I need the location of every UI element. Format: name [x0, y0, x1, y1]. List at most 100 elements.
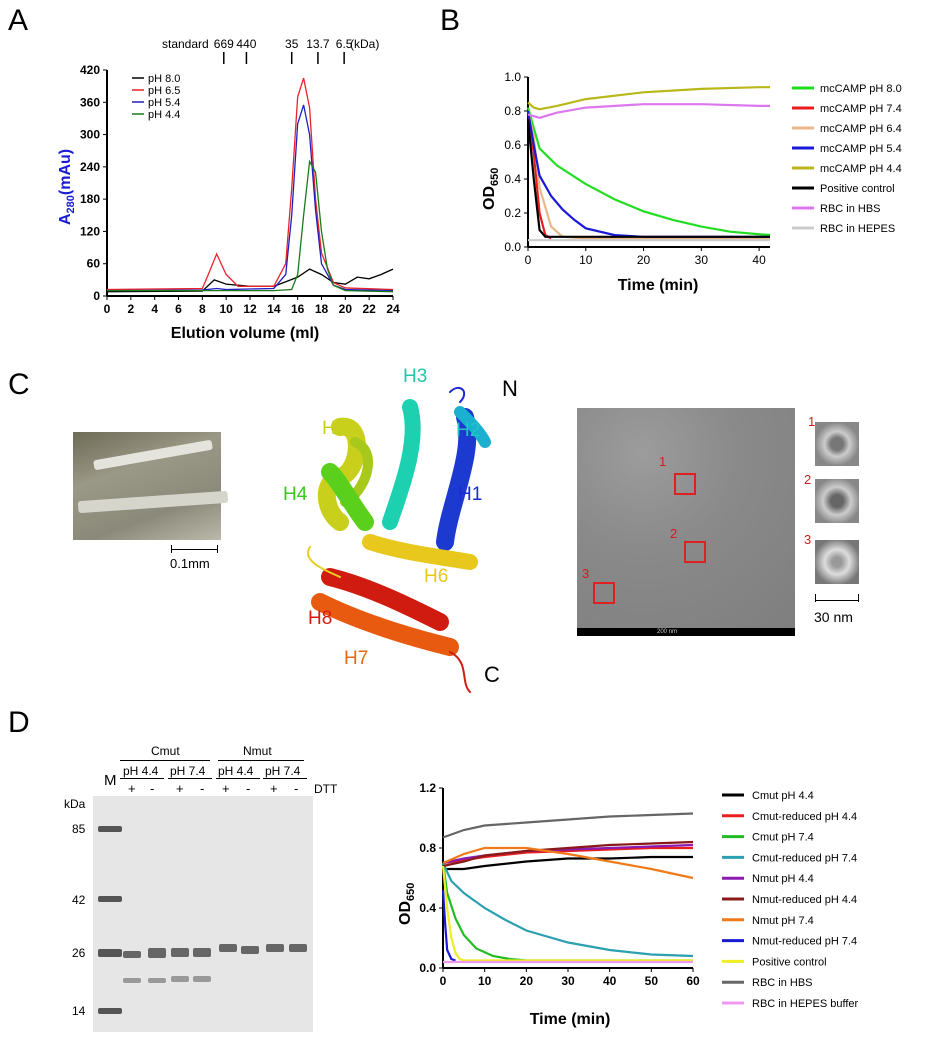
c-terminus-label: C	[484, 662, 500, 687]
legend-label: mcCAMP pH 7.4	[820, 103, 902, 115]
gel-dtt-sign: -	[246, 781, 251, 796]
marker-band-85	[98, 826, 122, 832]
inset-scale-label: 30 nm	[814, 609, 853, 625]
gel-dtt-sign: -	[150, 781, 155, 796]
legend-label: Nmut-reduced pH 4.4	[752, 894, 857, 906]
helix-h7-ribbon	[311, 593, 459, 656]
legend-label: mcCAMP pH 4.4	[820, 163, 902, 175]
y-tick-label: 0.6	[504, 138, 521, 152]
gel-dtt-sign: +	[176, 781, 184, 796]
legend-label: Cmut-reduced pH 4.4	[752, 811, 857, 823]
y-tick-label: 0.0	[419, 961, 436, 975]
gel-group-nmut: Nmut	[243, 744, 272, 758]
legend-label: mcCAMP pH 6.4	[820, 123, 902, 135]
gel-dtt-sign: -	[294, 781, 299, 796]
label-h1: H1	[458, 484, 483, 505]
gel-ph-3: pH 4.4	[218, 764, 254, 778]
marker-band-14	[98, 1008, 122, 1014]
label-h6: H6	[424, 566, 449, 587]
legend-label: RBC in HBS	[820, 203, 881, 215]
mw-14: 14	[72, 1004, 86, 1018]
legend-label: Cmut-reduced pH 7.4	[752, 852, 857, 864]
crystal-scale-label: 0.1mm	[170, 556, 210, 571]
gel-dtt-sign: -	[200, 781, 205, 796]
x-tick-label: 0	[440, 974, 447, 988]
y-tick-label: 0	[93, 289, 100, 303]
helix-h4-ribbon	[321, 463, 374, 531]
legend-label: Positive control	[820, 183, 895, 195]
legend-label: Nmut pH 4.4	[752, 873, 814, 885]
y-tick-label: 120	[80, 224, 100, 238]
series-line-2	[106, 77, 394, 291]
standard-mark-label: 13.7	[306, 37, 330, 51]
em-label-1: 1	[659, 454, 667, 469]
panel-a-lines	[106, 77, 394, 293]
panel-b-axes: 0 10 20 30 40 0.0 0.2 0.4 0.6 0.8 1.0	[504, 70, 770, 267]
gel-ph-2: pH 7.4	[170, 764, 206, 778]
helix-h2-ribbon	[454, 406, 491, 448]
gel-marker-label: M	[104, 772, 117, 789]
legend-label: pH 4.4	[148, 109, 180, 121]
panel-a-ylabel: A280(mAu)	[57, 149, 77, 225]
gel-dtt-sign: +	[222, 781, 230, 796]
panel-b-lines	[526, 86, 770, 242]
panel-b-xlabel: Time (min)	[618, 277, 699, 294]
gel-dtt-sign: +	[128, 781, 136, 796]
series-line-1	[526, 107, 770, 236]
y-tick-label: 0.0	[504, 240, 521, 254]
y-tick-label: 1.2	[419, 781, 436, 795]
gel-dtt-label: DTT	[314, 782, 338, 796]
series-line-3	[526, 110, 770, 240]
series-line-3	[106, 104, 394, 292]
y-tick-label: 0.4	[504, 172, 521, 186]
legend-label: mcCAMP pH 8.0	[820, 83, 902, 95]
y-tick-label: 300	[80, 128, 100, 142]
series-line-4	[107, 159, 394, 293]
em-box-3	[593, 582, 615, 604]
series-line-6	[526, 119, 770, 238]
x-tick-label: 4	[151, 302, 158, 316]
crystal-scale-bar	[171, 549, 217, 550]
panel-a-xlabel: Elution volume (ml)	[171, 325, 319, 342]
panel-d-letter: D	[8, 706, 30, 739]
legend-label: Positive control	[752, 956, 827, 968]
y-tick-label: 1.0	[504, 70, 521, 84]
label-h7: H7	[344, 648, 369, 669]
crystal-photo	[73, 432, 229, 540]
em-label-3: 3	[582, 566, 590, 581]
standard-label: standard	[162, 37, 209, 51]
series-line-4	[442, 862, 694, 958]
label-h8: H8	[308, 608, 333, 629]
x-tick-label: 10	[579, 253, 593, 267]
legend-label: pH 6.5	[148, 85, 180, 97]
y-tick-label: 420	[80, 63, 100, 77]
panel-a-axes: 0 2 4 6 8 10 12 14 16 18 20 22 240601201802403003604…	[80, 63, 400, 316]
mw-26: 26	[72, 946, 86, 960]
label-h3: H3	[403, 366, 428, 387]
panel-d-legend: Cmut pH 4.4 Cmut-reduced pH 4.4 Cmut pH 7.…	[722, 790, 859, 1010]
panel-d-axes: 0 10 20 30 40 50 60 0.0 0.4 0.8 1.2	[419, 781, 700, 988]
x-tick-label: 10	[478, 974, 492, 988]
series-line-1	[106, 268, 394, 293]
inset-label-3: 3	[804, 532, 812, 547]
legend-label: RBC in HEPES	[820, 223, 895, 235]
y-tick-label: 60	[87, 257, 101, 271]
em-inset-2	[815, 479, 859, 523]
legend-label: Nmut-reduced pH 7.4	[752, 936, 857, 948]
panel-b-legend: mcCAMP pH 8.0 mcCAMP pH 7.4 mcCAMP pH 6.4 m…	[792, 83, 902, 235]
y-tick-label: 0.8	[504, 104, 521, 118]
gel-group-cmut: Cmut	[151, 744, 180, 758]
n-terminus-label: N	[502, 376, 518, 401]
x-tick-label: 12	[243, 302, 257, 316]
label-h2: H2	[456, 420, 481, 441]
sds-gel	[93, 796, 313, 1032]
x-tick-label: 50	[645, 974, 659, 988]
series-line-10	[442, 812, 694, 839]
y-tick-label: 0.4	[419, 901, 436, 915]
x-tick-label: 6	[175, 302, 182, 316]
panel-b-letter: B	[440, 4, 461, 37]
panel-c-letter: C	[8, 368, 30, 401]
legend-label: Nmut pH 7.4	[752, 915, 814, 927]
mw-85: 85	[72, 822, 86, 836]
series-line-5	[527, 86, 770, 111]
